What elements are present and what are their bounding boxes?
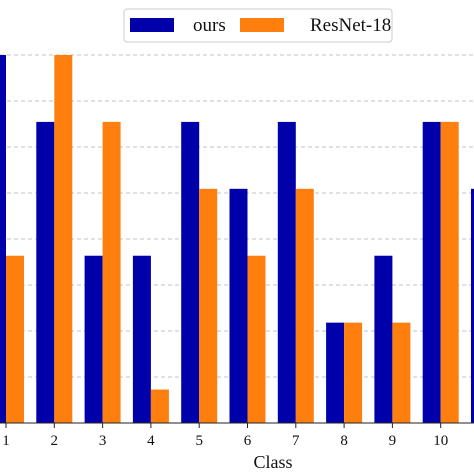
x-tick-label: 6: [244, 433, 252, 449]
bar-resnet18-class-1: [6, 255, 24, 423]
bar-ours-class-8: [326, 322, 345, 423]
bar-resnet18-class-7: [295, 188, 314, 423]
bar-ours-class-11: [471, 188, 474, 423]
bar-resnet18-class-4: [150, 389, 169, 423]
x-tick-label: 7: [292, 433, 300, 449]
bars: [0, 55, 474, 423]
bar-ours-class-6: [229, 188, 248, 423]
bar-resnet18-class-3: [102, 121, 121, 423]
bar-resnet18-class-9: [392, 322, 411, 423]
x-tick-label: 10: [433, 433, 448, 449]
legend-swatch-ours: [130, 18, 174, 32]
x-tick-label: 4: [147, 433, 155, 449]
bar-ours-class-3: [84, 255, 103, 423]
bar-resnet18-class-8: [344, 322, 363, 423]
x-tick-label: 3: [99, 433, 107, 449]
x-tick-label: 9: [389, 433, 397, 449]
bar-resnet18-class-2: [54, 55, 73, 423]
legend-label-resnet18: ResNet-18: [310, 15, 391, 36]
bar-resnet18-class-6: [247, 255, 266, 423]
x-tick-label: 8: [340, 433, 348, 449]
bar-ours-class-4: [132, 255, 151, 423]
x-axis: 1234567891011: [0, 422, 474, 449]
bar-ours-class-1: [0, 55, 6, 423]
x-tick-label: 5: [195, 433, 203, 449]
bar-resnet18-class-5: [199, 188, 218, 423]
bar-ours-class-2: [36, 121, 55, 423]
legend: ours ResNet-18: [123, 8, 393, 43]
bar-ours-class-9: [374, 255, 393, 423]
bar-ours-class-7: [277, 121, 296, 423]
legend-label-ours: ours: [193, 15, 226, 36]
x-tick-label: 2: [51, 433, 59, 449]
bar-ours-class-5: [181, 121, 200, 423]
x-axis-label: Class: [253, 452, 292, 472]
x-tick-label: 1: [2, 433, 10, 449]
legend-swatch-resnet18: [240, 18, 284, 32]
bar-resnet18-class-10: [440, 121, 459, 423]
bar-ours-class-10: [422, 121, 441, 423]
